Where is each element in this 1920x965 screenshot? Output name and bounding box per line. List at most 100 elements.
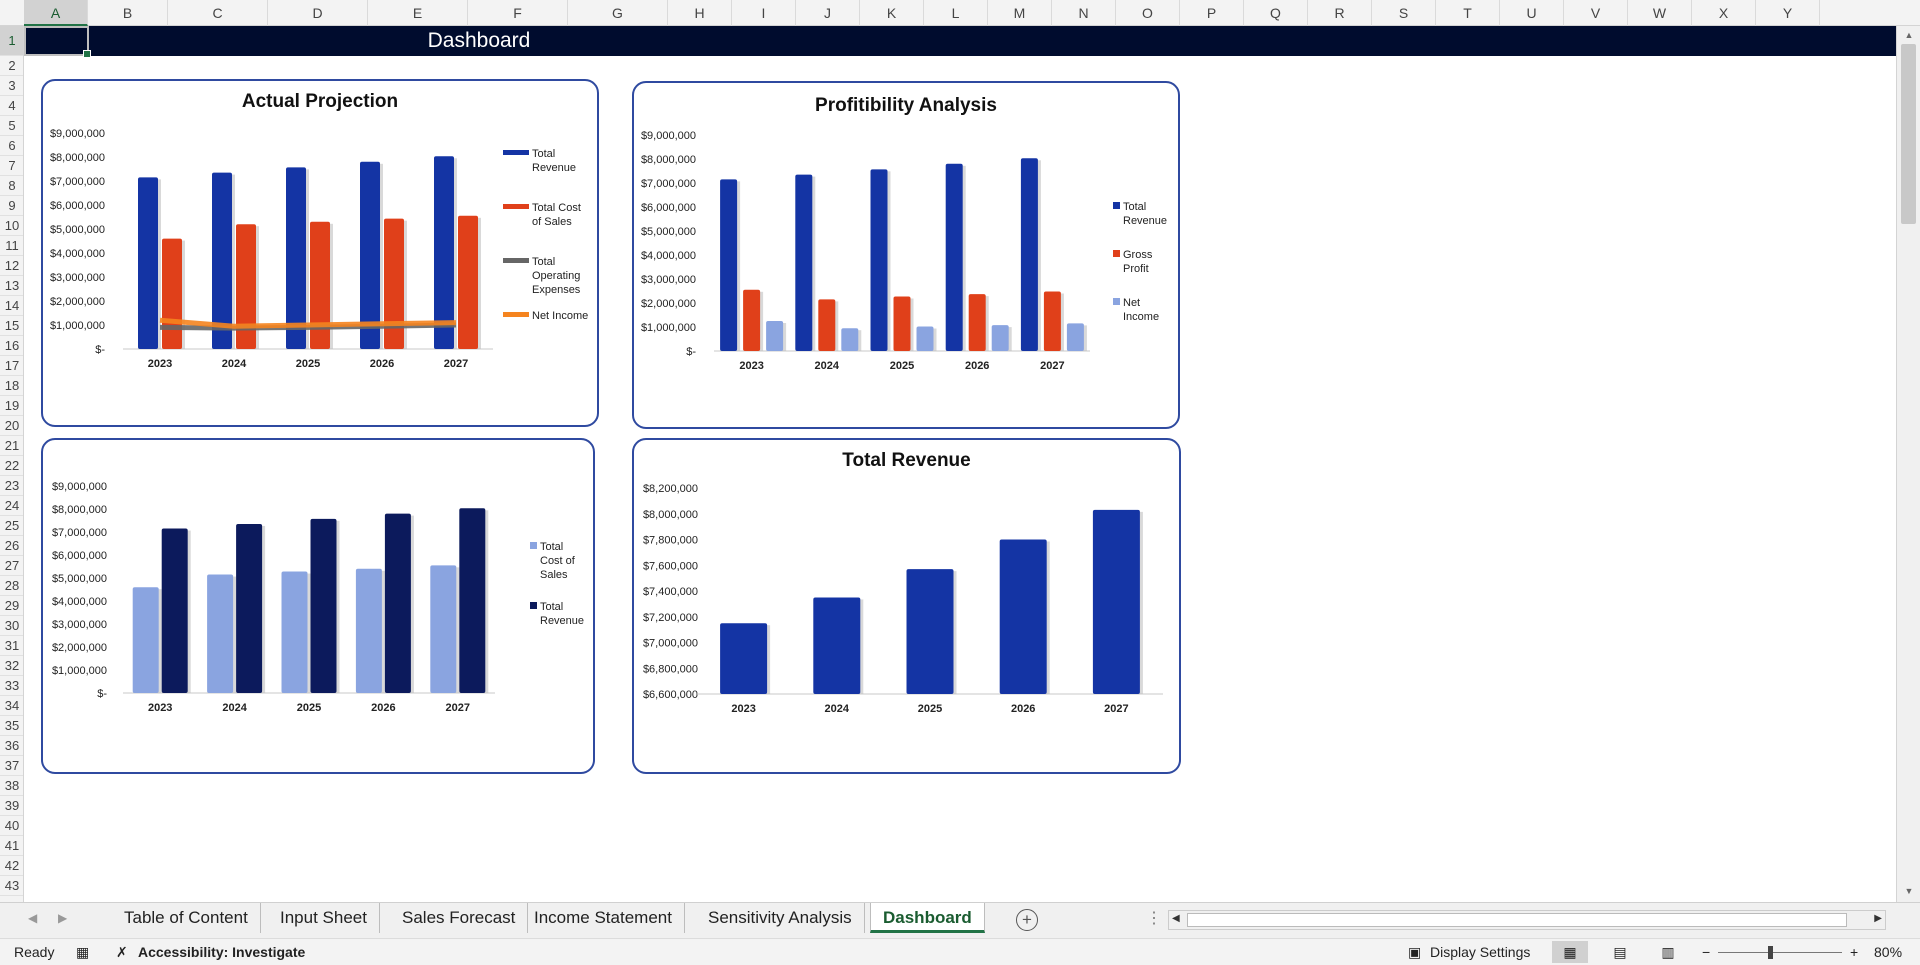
zoom-slider-thumb[interactable] — [1768, 946, 1773, 959]
column-header-s[interactable]: S — [1372, 0, 1436, 26]
row-header-9[interactable]: 9 — [0, 196, 23, 216]
chart-total-revenue[interactable]: Total Revenue $8,200,000 $8,000,000 $7,800… — [632, 438, 1181, 774]
row-header-11[interactable]: 11 — [0, 236, 23, 256]
column-header-u[interactable]: U — [1500, 0, 1564, 26]
row-header-31[interactable]: 31 — [0, 636, 23, 656]
row-header-33[interactable]: 33 — [0, 676, 23, 696]
add-sheet-icon[interactable]: + — [1016, 909, 1038, 931]
sheet-tab-dashboard[interactable]: Dashboard — [870, 903, 985, 933]
row-header-3[interactable]: 3 — [0, 76, 23, 96]
row-header-43[interactable]: 43 — [0, 876, 23, 896]
worksheet-grid[interactable]: Dashboard Actual Projection $9,000,000 $8… — [24, 26, 1896, 902]
row-header-24[interactable]: 24 — [0, 496, 23, 516]
row-header-22[interactable]: 22 — [0, 456, 23, 476]
column-header-v[interactable]: V — [1564, 0, 1628, 26]
row-header-15[interactable]: 15 — [0, 316, 23, 336]
row-header-2[interactable]: 2 — [0, 56, 23, 76]
column-header-y[interactable]: Y — [1756, 0, 1820, 26]
column-header-x[interactable]: X — [1692, 0, 1756, 26]
row-header-42[interactable]: 42 — [0, 856, 23, 876]
chart-actual-projection[interactable]: Actual Projection $9,000,000 $8,000,000 $7… — [41, 79, 599, 427]
row-header-34[interactable]: 34 — [0, 696, 23, 716]
row-header-6[interactable]: 6 — [0, 136, 23, 156]
sheet-tab-sensitivity-analysis[interactable]: Sensitivity Analysis — [696, 903, 865, 933]
row-header-18[interactable]: 18 — [0, 376, 23, 396]
zoom-level[interactable]: 80% — [1874, 944, 1903, 960]
column-header-n[interactable]: N — [1052, 0, 1116, 26]
row-header-5[interactable]: 5 — [0, 116, 23, 136]
row-header-8[interactable]: 8 — [0, 176, 23, 196]
row-header-12[interactable]: 12 — [0, 256, 23, 276]
row-header-16[interactable]: 16 — [0, 336, 23, 356]
zoom-in-icon[interactable]: + — [1850, 944, 1859, 960]
display-settings-button[interactable]: Display Settings — [1430, 944, 1531, 960]
horizontal-scrollbar[interactable]: ◀ ▶ — [1168, 910, 1886, 930]
sheet-tab-income-statement[interactable]: Income Statement — [522, 903, 685, 933]
column-header-r[interactable]: R — [1308, 0, 1372, 26]
horizontal-scroll-thumb[interactable] — [1187, 913, 1847, 927]
row-header-41[interactable]: 41 — [0, 836, 23, 856]
column-header-b[interactable]: B — [88, 0, 168, 26]
row-header-29[interactable]: 29 — [0, 596, 23, 616]
zoom-out-icon[interactable]: − — [1702, 944, 1711, 960]
column-header-j[interactable]: J — [796, 0, 860, 26]
active-cell-a1[interactable] — [24, 26, 91, 58]
normal-view-icon[interactable]: ▦ — [1552, 941, 1588, 963]
column-header-k[interactable]: K — [860, 0, 924, 26]
vertical-scroll-thumb[interactable] — [1901, 44, 1916, 224]
sheet-tab-input-sheet[interactable]: Input Sheet — [268, 903, 380, 933]
row-header-1[interactable]: 1 — [0, 26, 23, 56]
accessibility-icon[interactable]: ✗ — [116, 944, 128, 960]
row-header-20[interactable]: 20 — [0, 416, 23, 436]
chart-cost-vs-revenue[interactable]: $9,000,000 $8,000,000 $7,000,000 $6,000,000… — [41, 438, 595, 774]
row-header-14[interactable]: 14 — [0, 296, 23, 316]
scroll-left-icon[interactable]: ◀ — [1172, 913, 1180, 924]
sheet-tab-sales-forecast[interactable]: Sales Forecast — [390, 903, 529, 933]
column-header-e[interactable]: E — [368, 0, 468, 26]
column-header-h[interactable]: H — [668, 0, 732, 26]
row-header-40[interactable]: 40 — [0, 816, 23, 836]
row-header-23[interactable]: 23 — [0, 476, 23, 496]
column-header-p[interactable]: P — [1180, 0, 1244, 26]
column-header-a[interactable]: A — [24, 0, 88, 26]
row-header-36[interactable]: 36 — [0, 736, 23, 756]
row-header-17[interactable]: 17 — [0, 356, 23, 376]
scroll-up-icon[interactable]: ▲ — [1904, 30, 1914, 40]
next-sheet-icon[interactable]: ▶ — [58, 911, 68, 925]
row-header-19[interactable]: 19 — [0, 396, 23, 416]
zoom-slider[interactable] — [1718, 946, 1842, 959]
row-header-37[interactable]: 37 — [0, 756, 23, 776]
column-header-q[interactable]: Q — [1244, 0, 1308, 26]
column-header-c[interactable]: C — [168, 0, 268, 26]
column-header-g[interactable]: G — [568, 0, 668, 26]
row-header-7[interactable]: 7 — [0, 156, 23, 176]
row-header-35[interactable]: 35 — [0, 716, 23, 736]
column-header-m[interactable]: M — [988, 0, 1052, 26]
accessibility-status[interactable]: Accessibility: Investigate — [138, 944, 306, 960]
column-header-o[interactable]: O — [1116, 0, 1180, 26]
row-header-30[interactable]: 30 — [0, 616, 23, 636]
column-header-w[interactable]: W — [1628, 0, 1692, 26]
column-header-t[interactable]: T — [1436, 0, 1500, 26]
chart-profitability-analysis[interactable]: Profitibility Analysis $9,000,000 $8,000,… — [632, 81, 1180, 429]
row-header-4[interactable]: 4 — [0, 96, 23, 116]
more-options-icon[interactable]: ⋮ — [1146, 910, 1162, 927]
prev-sheet-icon[interactable]: ◀ — [28, 911, 38, 925]
row-header-10[interactable]: 10 — [0, 216, 23, 236]
row-header-32[interactable]: 32 — [0, 656, 23, 676]
row-header-28[interactable]: 28 — [0, 576, 23, 596]
column-header-l[interactable]: L — [924, 0, 988, 26]
row-header-13[interactable]: 13 — [0, 276, 23, 296]
scroll-down-icon[interactable]: ▼ — [1904, 886, 1914, 896]
column-header-i[interactable]: I — [732, 0, 796, 26]
page-break-view-icon[interactable]: ▥ — [1661, 944, 1675, 960]
column-header-f[interactable]: F — [468, 0, 568, 26]
scroll-right-icon[interactable]: ▶ — [1874, 913, 1882, 924]
row-header-25[interactable]: 25 — [0, 516, 23, 536]
column-header-d[interactable]: D — [268, 0, 368, 26]
row-header-27[interactable]: 27 — [0, 556, 23, 576]
row-header-21[interactable]: 21 — [0, 436, 23, 456]
row-header-39[interactable]: 39 — [0, 796, 23, 816]
row-header-38[interactable]: 38 — [0, 776, 23, 796]
macro-record-icon[interactable]: ▦ — [76, 944, 90, 960]
